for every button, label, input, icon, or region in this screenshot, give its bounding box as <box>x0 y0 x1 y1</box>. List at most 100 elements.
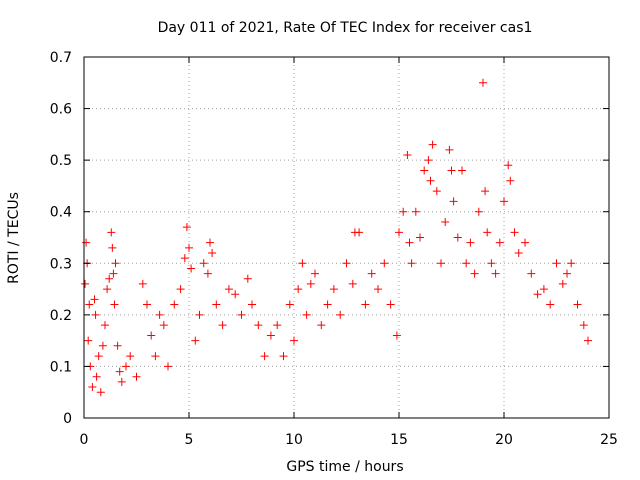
data-point <box>84 336 93 345</box>
data-point <box>552 259 561 268</box>
y-tick-label: 0.3 <box>50 256 72 272</box>
data-point <box>195 310 204 319</box>
data-point <box>432 187 441 196</box>
data-point <box>243 274 252 283</box>
data-point <box>302 310 311 319</box>
data-point <box>105 274 114 283</box>
x-axis-label: GPS time / hours <box>286 459 403 475</box>
data-point <box>411 207 420 216</box>
x-tick-label: 0 <box>80 432 89 448</box>
axis-ticks: 0 5 10 15 20 25 0 0.1 0.2 0.3 0.4 0.5 0.6 0.7 <box>50 50 618 448</box>
data-point <box>466 238 475 247</box>
x-tick-label: 20 <box>495 432 513 448</box>
data-point <box>495 238 504 247</box>
data-point <box>306 279 315 288</box>
data-point <box>521 238 529 247</box>
data-point <box>103 285 112 294</box>
data-point <box>527 269 536 278</box>
data-point <box>199 259 208 268</box>
data-point <box>231 290 240 299</box>
data-point <box>98 341 107 350</box>
data-point <box>386 300 395 309</box>
data-point <box>399 207 408 216</box>
data-point <box>317 321 326 330</box>
data-point <box>164 362 172 371</box>
y-tick-label: 0.5 <box>50 153 72 169</box>
data-point <box>94 352 103 361</box>
data-point <box>336 310 345 319</box>
data-point <box>110 300 119 309</box>
data-point <box>504 161 513 170</box>
data-point <box>458 166 466 175</box>
data-point <box>126 352 135 361</box>
y-axis-label: ROTI / TECUs <box>6 192 22 284</box>
data-point <box>147 331 156 340</box>
data-point <box>407 259 416 268</box>
data-point <box>342 259 351 268</box>
data-point <box>96 388 105 397</box>
data-point <box>361 300 370 309</box>
data-point <box>441 218 450 227</box>
data-point <box>437 259 445 268</box>
data-point <box>159 321 168 330</box>
chart-title: Day 011 of 2021, Rate Of TEC Index for r… <box>158 20 533 36</box>
data-point <box>546 300 555 309</box>
y-tick-label: 0.6 <box>50 102 72 118</box>
data-point <box>109 269 118 278</box>
data-point <box>218 321 227 330</box>
data-point <box>584 336 592 345</box>
data-point <box>237 310 246 319</box>
x-tick-label: 10 <box>285 432 303 448</box>
data-point <box>447 166 456 175</box>
data-point <box>573 300 582 309</box>
data-point <box>558 279 567 288</box>
y-tick-label: 0.4 <box>50 205 72 221</box>
data-point <box>579 321 588 330</box>
y-tick-label: 0.2 <box>50 308 72 324</box>
data-point <box>470 269 479 278</box>
data-point <box>85 300 94 309</box>
data-point <box>138 279 147 288</box>
data-point <box>491 269 500 278</box>
data-point <box>416 233 424 242</box>
data-point <box>323 300 332 309</box>
data-point <box>203 269 212 278</box>
data-point <box>115 367 124 376</box>
data-point <box>428 140 437 149</box>
data-point <box>151 352 160 361</box>
data-point <box>426 176 435 185</box>
data-point <box>206 238 214 247</box>
data-point <box>180 254 189 263</box>
data-point <box>510 228 519 237</box>
data-point <box>113 341 122 350</box>
data-point <box>266 331 275 340</box>
x-tick-label: 15 <box>390 432 408 448</box>
data-point <box>290 336 298 345</box>
data-point <box>500 197 508 206</box>
data-point <box>122 362 130 371</box>
data-point <box>107 228 116 237</box>
data-point <box>374 285 382 294</box>
data-point <box>88 383 97 392</box>
data-point <box>143 300 151 309</box>
data-point <box>367 269 376 278</box>
data-point <box>82 238 91 247</box>
data-point <box>563 269 571 278</box>
data-point <box>474 207 483 216</box>
data-point <box>420 166 429 175</box>
data-point <box>453 233 462 242</box>
data-point <box>285 300 294 309</box>
data-point <box>155 310 164 319</box>
data-point <box>514 248 523 257</box>
data-point <box>185 243 193 252</box>
data-point <box>191 336 200 345</box>
data-point <box>108 243 117 252</box>
data-point <box>567 259 576 268</box>
data-point <box>298 259 307 268</box>
data-point <box>481 187 490 196</box>
data-point <box>462 259 471 268</box>
data-point <box>224 285 233 294</box>
data-point <box>449 197 458 206</box>
